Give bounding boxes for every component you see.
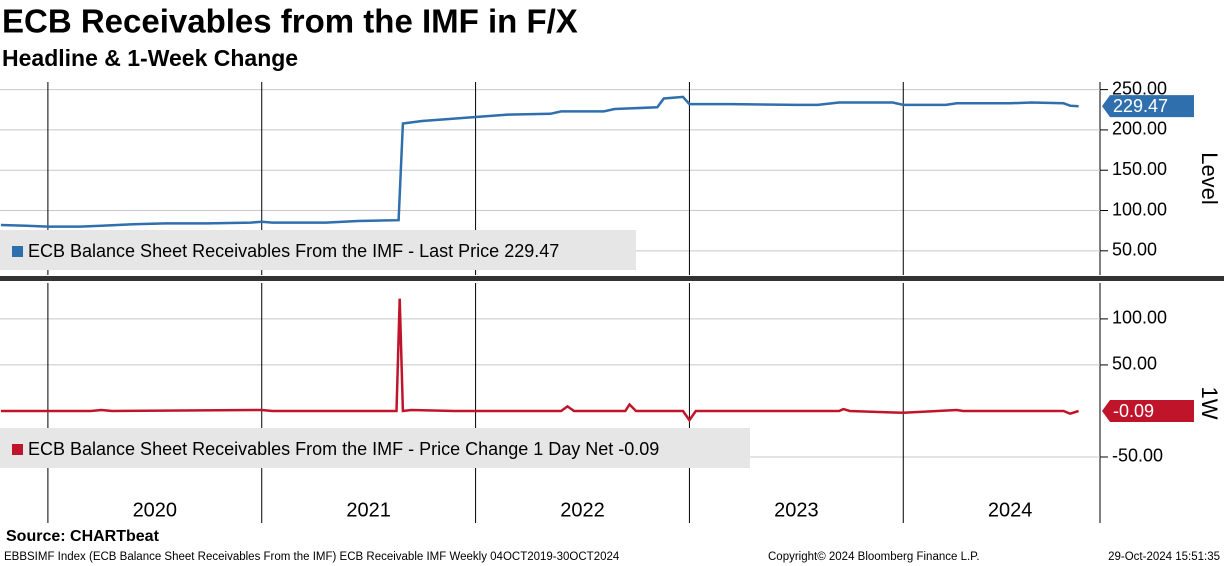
legend-label: ECB Balance Sheet Receivables From the I… bbox=[28, 439, 659, 459]
last-value-box bbox=[1102, 400, 1194, 423]
source: Source: CHARTbeat bbox=[6, 528, 160, 545]
legend-box bbox=[0, 428, 750, 468]
y-tick-label: 50.00 bbox=[1112, 240, 1157, 260]
footer-center: Copyright© 2024 Bloomberg Finance L.P. bbox=[768, 551, 980, 563]
last-value-box bbox=[1102, 95, 1194, 118]
y-axis-title: Level bbox=[1197, 152, 1222, 205]
legend-swatch bbox=[12, 246, 23, 257]
last-value-label: -0.09 bbox=[1113, 401, 1154, 421]
y-tick-label: 200.00 bbox=[1112, 119, 1167, 139]
series-line bbox=[0, 298, 1079, 423]
y-tick-label: 150.00 bbox=[1112, 159, 1167, 179]
x-tick-label: 2024 bbox=[988, 499, 1033, 521]
chart-subtitle: Headline & 1-Week Change bbox=[2, 45, 298, 71]
legend-box bbox=[0, 230, 636, 270]
legend-swatch bbox=[12, 444, 23, 455]
footer-left: EBBSIMF Index (ECB Balance Sheet Receiva… bbox=[4, 551, 620, 563]
panel-separator bbox=[0, 276, 1224, 281]
y-tick-label: 50.00 bbox=[1112, 354, 1157, 374]
series-line bbox=[0, 95, 1079, 228]
y-tick-label: 100.00 bbox=[1112, 308, 1167, 328]
x-tick-label: 2022 bbox=[560, 499, 605, 521]
y-tick-label: -50.00 bbox=[1112, 446, 1163, 466]
x-tick-label: 2023 bbox=[774, 499, 819, 521]
footer-right: 29-Oct-2024 15:51:35 bbox=[1108, 551, 1220, 563]
x-tick-label: 2020 bbox=[133, 499, 178, 521]
last-value-label: 229.47 bbox=[1113, 96, 1168, 116]
y-tick-label: 250.00 bbox=[1112, 78, 1167, 98]
y-tick-label: 100.00 bbox=[1112, 199, 1167, 219]
x-tick-label: 2021 bbox=[346, 499, 391, 521]
y-axis-title: 1W bbox=[1197, 387, 1222, 420]
legend-label: ECB Balance Sheet Receivables From the I… bbox=[28, 241, 559, 261]
chart-title: ECB Receivables from the IMF in F/X bbox=[2, 3, 578, 40]
